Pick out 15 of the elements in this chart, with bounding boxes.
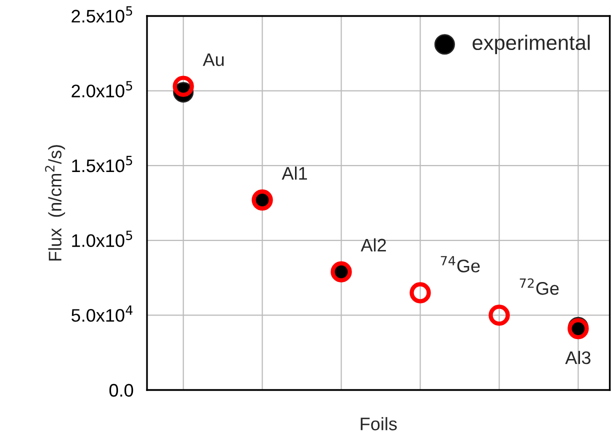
annotation: $^{72}$Ge bbox=[520, 278, 559, 295]
x-axis-title: Foils bbox=[360, 417, 397, 430]
legend-label: experimental bbox=[472, 34, 590, 54]
y-tick-label: 1.0x10$^{5}$ bbox=[72, 230, 132, 247]
annotation: Al2 bbox=[360, 238, 386, 252]
y-tick-label: 2.5x10$^{5}$ bbox=[72, 6, 132, 23]
y-tick-label: 2.0x10$^{5}$ bbox=[72, 81, 132, 98]
y-tick-label: 0.0 bbox=[109, 384, 134, 397]
annotation: Au bbox=[202, 53, 224, 66]
annotation: Al1 bbox=[282, 166, 307, 180]
y-tick-label: 5.0x10$^{4}$ bbox=[72, 305, 133, 322]
y-axis-title: Flux (n/cm$^{2}$/s) bbox=[45, 145, 66, 261]
annotation: $^{74}$Ge bbox=[440, 256, 480, 272]
y-tick-label: 1.5x10$^{5}$ bbox=[72, 156, 132, 172]
annotation: Al3 bbox=[565, 350, 590, 364]
